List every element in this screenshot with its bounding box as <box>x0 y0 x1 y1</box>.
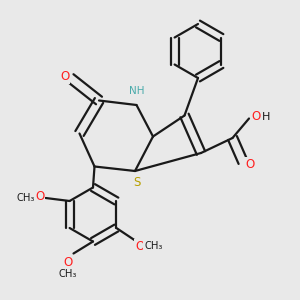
Text: NH: NH <box>129 85 144 96</box>
Text: CH₃: CH₃ <box>59 269 77 279</box>
Text: CH₃: CH₃ <box>16 193 34 203</box>
Text: O: O <box>64 256 73 269</box>
Text: H: H <box>262 112 271 122</box>
Text: O: O <box>245 158 254 171</box>
Text: O: O <box>252 110 261 124</box>
Text: S: S <box>133 176 140 189</box>
Text: O: O <box>35 190 44 203</box>
Text: CH₃: CH₃ <box>144 241 163 251</box>
Text: O: O <box>135 239 144 253</box>
Text: O: O <box>60 70 69 83</box>
